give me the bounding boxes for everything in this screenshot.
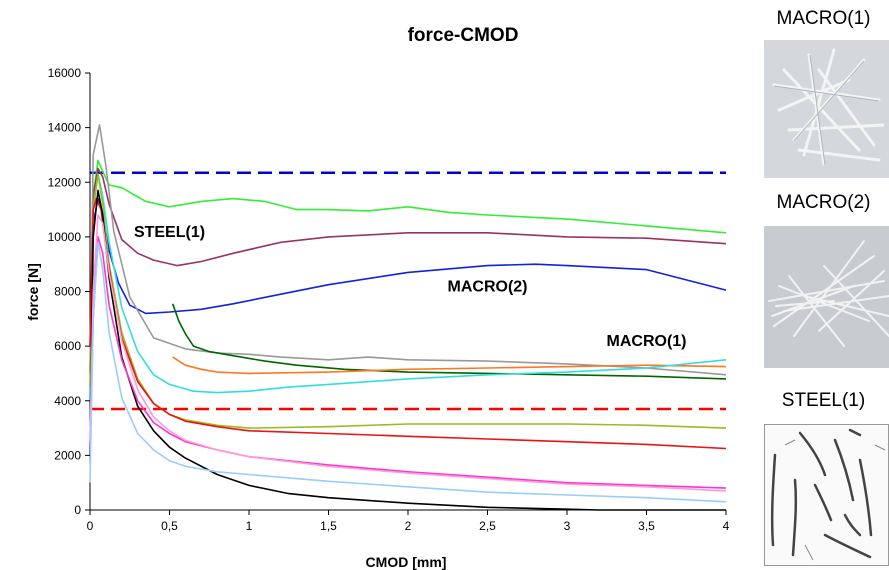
reference-lines [90,171,726,411]
series-line-8 [89,173,727,429]
x-ticks: 0 0,5 1 1,5 2 2,5 3 3,5 4 [87,510,730,533]
series-line-5 [171,303,727,380]
chart-title: force-CMOD [408,25,519,46]
x-tick-label: 0,5 [161,519,178,533]
photo-title-macro1: MACRO(1) [776,8,871,29]
series-line-7 [89,173,727,401]
series-line-2 [89,167,727,374]
series-lines [89,124,727,511]
chart-area: force-CMOD CMOD [mm] force [N] 0 0,5 1 1,5 2… [25,25,730,570]
y-axis-label: force [N] [25,263,41,321]
y-tick-label: 8000 [54,285,81,299]
y-tick-label: 16000 [48,66,82,80]
y-tick-label: 0 [74,503,81,517]
macro2-fiber-photo [764,226,889,368]
x-tick-label: 1 [246,519,253,533]
macro1-fiber-photo [764,40,889,178]
series-line-6 [172,356,727,375]
series-line-4 [89,124,727,376]
y-tick-label: 10000 [48,230,82,244]
y-tick-label: 4000 [54,394,81,408]
annotation-label: MACRO(1) [607,333,687,350]
x-tick-label: 3 [564,519,571,533]
y-tick-label: 2000 [54,448,81,462]
y-tick-label: 14000 [48,121,82,135]
y-ticks: 0 2000 4000 6000 8000 10000 12000 14000 16000 [48,66,90,517]
force-cmod-chart: force-CMOD CMOD [mm] force [N] 0 0,5 1 1,5 2… [25,25,730,570]
steel1-fiber-photo [764,424,889,566]
x-tick-label: 3,5 [638,519,655,533]
x-tick-label: 2,5 [479,519,496,533]
x-tick-label: 4 [723,519,730,533]
photo-title-steel1: STEEL(1) [781,390,866,411]
series-line-11 [89,236,727,489]
x-tick-label: 1,5 [320,519,337,533]
annotations: STEEL(1) MACRO(2) MACRO(1) [134,224,687,350]
series-line-13 [89,241,727,503]
x-tick-label: 2 [405,519,412,533]
y-tick-label: 12000 [48,175,82,189]
y-tick-label: 6000 [54,339,81,353]
x-tick-label: 0 [87,519,94,533]
photo-title-macro2: MACRO(2) [776,192,871,213]
annotation-label: STEEL(1) [134,224,205,241]
x-axis-label: CMOD [mm] [366,554,447,570]
series-line-12 [89,214,727,492]
annotation-label: MACRO(2) [448,279,528,296]
fiber-photo-panel: MACRO(1) MACRO(2) [758,0,889,570]
series-line-1 [89,159,727,388]
